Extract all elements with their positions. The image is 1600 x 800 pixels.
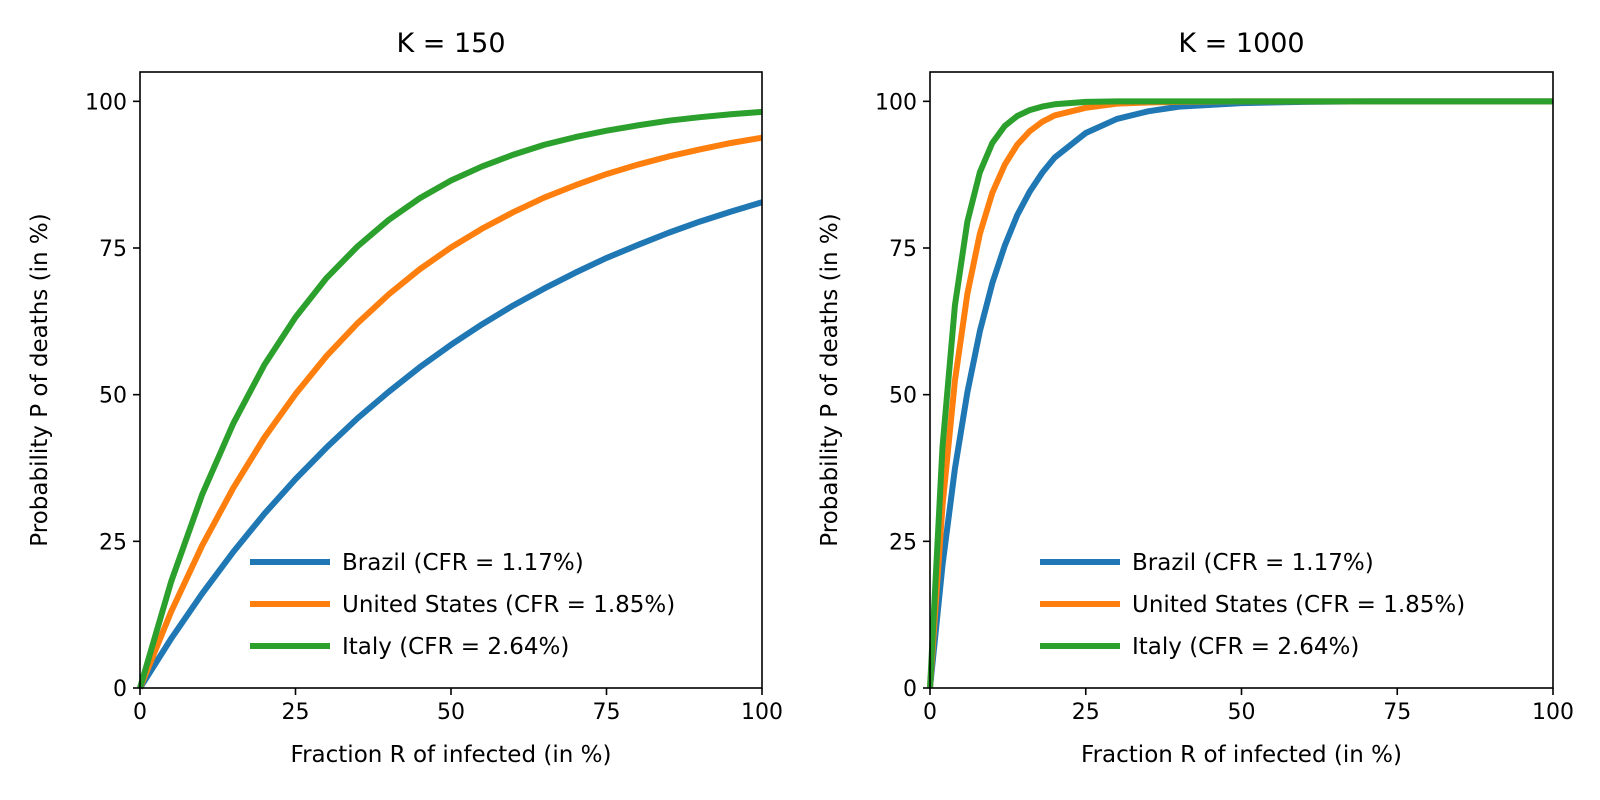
y-tick-label: 25 — [99, 530, 127, 555]
x-tick-label: 50 — [1228, 700, 1256, 725]
legend-label: Italy (CFR = 2.64%) — [342, 634, 569, 660]
x-tick-label: 50 — [437, 700, 465, 725]
legend-label: United States (CFR = 1.85%) — [342, 592, 675, 618]
x-tick-label: 100 — [1532, 700, 1574, 725]
x-tick-label: 25 — [1072, 700, 1100, 725]
y-tick-label: 0 — [903, 677, 917, 702]
legend-label: Brazil (CFR = 1.17%) — [342, 550, 584, 576]
y-tick-label: 0 — [113, 677, 127, 702]
y-axis-label: Probability P of deaths (in %) — [817, 213, 843, 546]
x-tick-label: 75 — [1383, 700, 1411, 725]
series-lines — [137, 108, 763, 690]
chart-panel-2: K = 1000 0 25 50 75 100 0 25 50 75 100 Fraction R o… — [817, 28, 1574, 768]
x-tick-label: 100 — [741, 700, 783, 725]
y-axis-label: Probability P of deaths (in %) — [27, 213, 53, 546]
legend-label: Brazil (CFR = 1.17%) — [1132, 550, 1374, 576]
legend-label: Italy (CFR = 2.64%) — [1132, 634, 1359, 660]
x-tick-label: 25 — [282, 700, 310, 725]
series-line-3 — [927, 98, 1553, 689]
y-tick-label: 75 — [99, 237, 127, 262]
x-tick-label: 0 — [923, 700, 937, 725]
series-line-3 — [137, 108, 763, 689]
x-axis-label: Fraction R of infected (in %) — [291, 742, 612, 768]
x-tick-label: 75 — [593, 700, 621, 725]
x-tick-label: 0 — [133, 700, 147, 725]
chart-title: K = 150 — [396, 28, 505, 59]
legend: Brazil (CFR = 1.17%) United States (CFR =… — [1040, 550, 1465, 660]
x-axis-label: Fraction R of infected (in %) — [1081, 742, 1402, 768]
legend-label: United States (CFR = 1.85%) — [1132, 592, 1465, 618]
y-tick-label: 25 — [889, 530, 917, 555]
y-tick-label: 100 — [85, 90, 127, 115]
y-tick-label: 100 — [875, 90, 917, 115]
legend: Brazil (CFR = 1.17%) United States (CFR =… — [250, 550, 675, 660]
y-tick-label: 75 — [889, 237, 917, 262]
chart-title: K = 1000 — [1178, 28, 1304, 59]
chart-panel-1: K = 150 0 25 50 75 100 0 25 50 75 100 Fraction R of… — [27, 28, 783, 768]
y-tick-label: 50 — [99, 384, 127, 409]
series-line-2 — [137, 134, 763, 690]
series-line-1 — [137, 199, 763, 690]
series-lines — [927, 98, 1553, 689]
y-tick-label: 50 — [889, 384, 917, 409]
